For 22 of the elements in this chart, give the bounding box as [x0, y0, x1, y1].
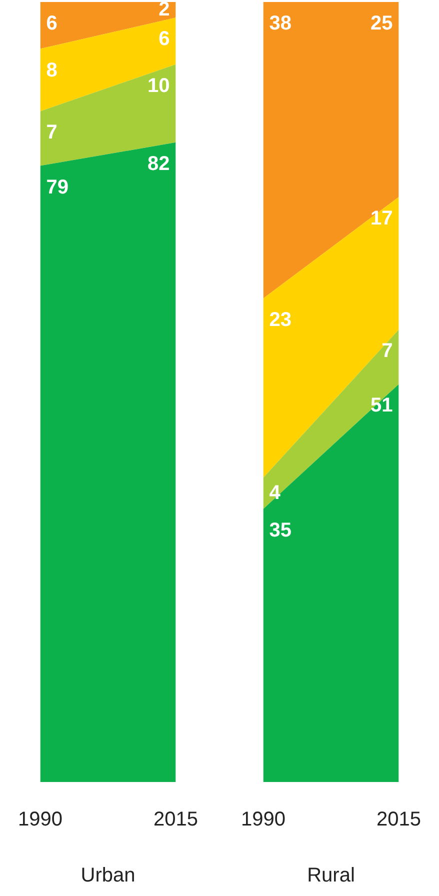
x-tick-label: 2015	[376, 808, 422, 831]
x-axis-title: Urban	[80, 864, 136, 887]
data-label: 38	[269, 12, 292, 35]
data-label: 51	[370, 394, 393, 417]
data-label: 79	[46, 176, 68, 198]
data-label: 17	[370, 208, 393, 230]
data-label: 6	[158, 28, 170, 50]
x-tick-label: 2015	[154, 808, 198, 831]
data-label: 23	[269, 308, 292, 331]
data-label: 7	[46, 122, 58, 144]
x-tick-label: 1990	[18, 808, 62, 831]
data-label: 25	[370, 12, 393, 35]
x-axis-title: Rural	[307, 864, 355, 887]
data-label: 10	[148, 74, 170, 97]
data-label: 7	[382, 340, 393, 362]
data-label: 2	[158, 0, 170, 20]
x-tick-label: 1990	[240, 808, 286, 831]
data-label: 8	[46, 59, 58, 82]
data-label: 6	[46, 12, 58, 35]
data-label: 82	[148, 152, 170, 175]
data-label: 35	[269, 520, 292, 542]
data-label: 4	[269, 482, 282, 504]
